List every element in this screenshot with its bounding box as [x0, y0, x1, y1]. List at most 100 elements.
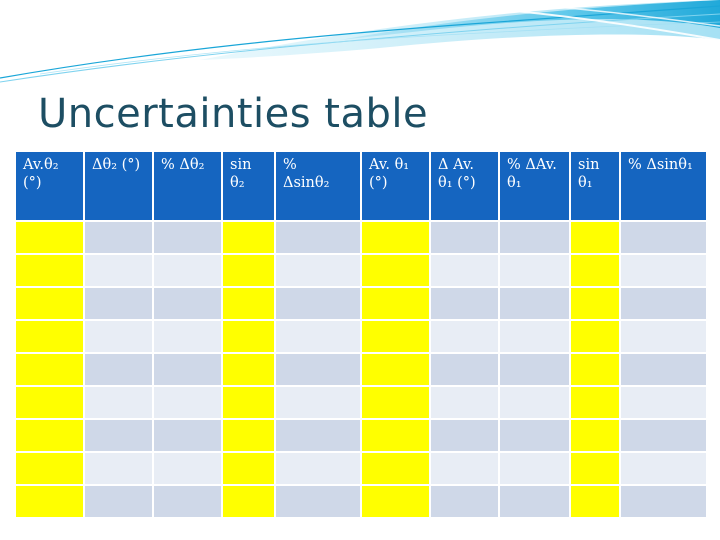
table-cell: [14, 253, 85, 288]
table-cell: [274, 286, 362, 321]
table-cell: [619, 451, 708, 486]
table-cell: [14, 319, 85, 354]
table-cell: [498, 286, 571, 321]
table-cell: [569, 286, 621, 321]
table-cell: [221, 286, 276, 321]
table-cell: [619, 418, 708, 453]
table-row: [14, 286, 708, 321]
table-cell: [429, 352, 500, 387]
table-cell: [152, 253, 223, 288]
table-cell: [14, 286, 85, 321]
table-cell: [221, 352, 276, 387]
table-cell: [221, 385, 276, 420]
table-cell: [14, 220, 85, 255]
table-cell: [221, 220, 276, 255]
table-cell: [429, 220, 500, 255]
table-cell: [569, 418, 621, 453]
table-cell: [83, 385, 154, 420]
table-cell: [83, 319, 154, 354]
table-cell: [274, 220, 362, 255]
uncertainties-table: Av.θ₂ (°) Δθ₂ (°) % Δθ₂ sin θ₂ % Δsinθ₂ Av.…: [14, 150, 708, 519]
table-row: [14, 319, 708, 354]
table-cell: [569, 451, 621, 486]
table-cell: [221, 253, 276, 288]
table-cell: [83, 220, 154, 255]
table-cell: [429, 253, 500, 288]
table-cell: [569, 253, 621, 288]
table-row: [14, 418, 708, 453]
table-cell: [83, 286, 154, 321]
table-row: [14, 484, 708, 519]
header-av-theta2: Av.θ₂ (°): [14, 150, 85, 222]
table-cell: [152, 484, 223, 519]
table-cell: [429, 451, 500, 486]
table-cell: [569, 385, 621, 420]
table-cell: [360, 253, 431, 288]
header-percent-delta-sin-theta1: % Δsinθ₁: [619, 150, 708, 222]
table-cell: [498, 385, 571, 420]
table-cell: [152, 319, 223, 354]
table-cell: [274, 319, 362, 354]
header-percent-delta-av-theta1: % ΔAv. θ₁: [498, 150, 571, 222]
header-sin-theta1: sin θ₁: [569, 150, 621, 222]
table-cell: [498, 484, 571, 519]
table-cell: [569, 352, 621, 387]
table-cell: [14, 484, 85, 519]
table-cell: [221, 418, 276, 453]
table-cell: [152, 418, 223, 453]
table-cell: [619, 319, 708, 354]
table-cell: [360, 451, 431, 486]
table-cell: [221, 484, 276, 519]
table-cell: [360, 385, 431, 420]
table-row: [14, 253, 708, 288]
table-cell: [83, 451, 154, 486]
table-cell: [274, 418, 362, 453]
table-cell: [274, 352, 362, 387]
table-cell: [619, 286, 708, 321]
decorative-banner: [0, 0, 720, 83]
table-cell: [619, 484, 708, 519]
table-cell: [429, 319, 500, 354]
table-cell: [619, 253, 708, 288]
table-cell: [498, 319, 571, 354]
table-cell: [360, 418, 431, 453]
table-row: [14, 451, 708, 486]
slide-title: Uncertainties table: [38, 91, 429, 137]
header-percent-delta-theta2: % Δθ₂: [152, 150, 223, 222]
table-cell: [83, 352, 154, 387]
table-cell: [152, 286, 223, 321]
table-row: [14, 385, 708, 420]
table-cell: [274, 385, 362, 420]
table-row: [14, 352, 708, 387]
table-cell: [274, 451, 362, 486]
table-cell: [429, 286, 500, 321]
table-body: [14, 220, 708, 519]
table-cell: [569, 484, 621, 519]
table-cell: [14, 352, 85, 387]
table-cell: [14, 418, 85, 453]
table-cell: [429, 385, 500, 420]
table-cell: [429, 418, 500, 453]
header-percent-delta-sin-theta2: % Δsinθ₂: [274, 150, 362, 222]
table-cell: [619, 220, 708, 255]
table-cell: [498, 253, 571, 288]
header-row: Av.θ₂ (°) Δθ₂ (°) % Δθ₂ sin θ₂ % Δsinθ₂ Av.…: [14, 150, 708, 222]
table-cell: [221, 319, 276, 354]
table-cell: [83, 418, 154, 453]
header-delta-av-theta1: Δ Av. θ₁ (°): [429, 150, 500, 222]
table-cell: [83, 253, 154, 288]
table-cell: [83, 484, 154, 519]
header-av-theta1: Av. θ₁ (°): [360, 150, 431, 222]
table-cell: [152, 451, 223, 486]
table-cell: [498, 352, 571, 387]
table-cell: [14, 385, 85, 420]
table-cell: [360, 286, 431, 321]
table-cell: [360, 352, 431, 387]
table-cell: [569, 220, 621, 255]
header-sin-theta2: sin θ₂: [221, 150, 276, 222]
header-delta-theta2: Δθ₂ (°): [83, 150, 154, 222]
table-cell: [360, 319, 431, 354]
table-cell: [498, 220, 571, 255]
table-cell: [274, 253, 362, 288]
table-cell: [152, 220, 223, 255]
